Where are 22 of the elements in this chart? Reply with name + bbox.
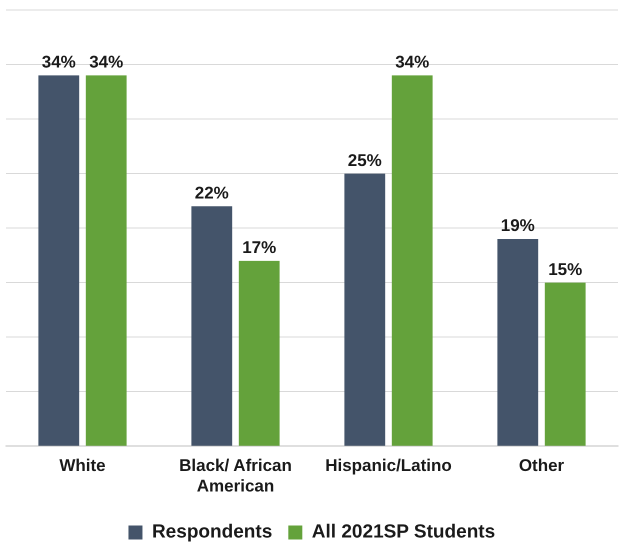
legend-label: All 2021SP Students: [312, 522, 496, 543]
data-label: 17%: [242, 238, 276, 258]
bar: [191, 206, 232, 446]
data-label: 25%: [348, 150, 382, 170]
data-label: 19%: [500, 216, 535, 236]
data-label: 34%: [89, 52, 124, 72]
bar: [344, 174, 386, 446]
data-label: 15%: [548, 260, 582, 279]
data-label: 22%: [194, 183, 229, 202]
bar: [392, 75, 433, 446]
x-tick-label: Black/ African American: [179, 456, 292, 496]
data-label: 34%: [395, 52, 430, 72]
x-tick-label: Other: [518, 456, 565, 476]
data-label: 34%: [42, 52, 76, 72]
legend-label: Respondents: [152, 522, 272, 543]
bar: [86, 75, 127, 446]
bar: [38, 75, 80, 446]
x-tick-label: Hispanic/Latino: [325, 456, 452, 476]
bar: [238, 260, 280, 446]
bar: [497, 239, 538, 446]
bar: [544, 282, 586, 446]
x-tick-label: White: [59, 456, 106, 476]
